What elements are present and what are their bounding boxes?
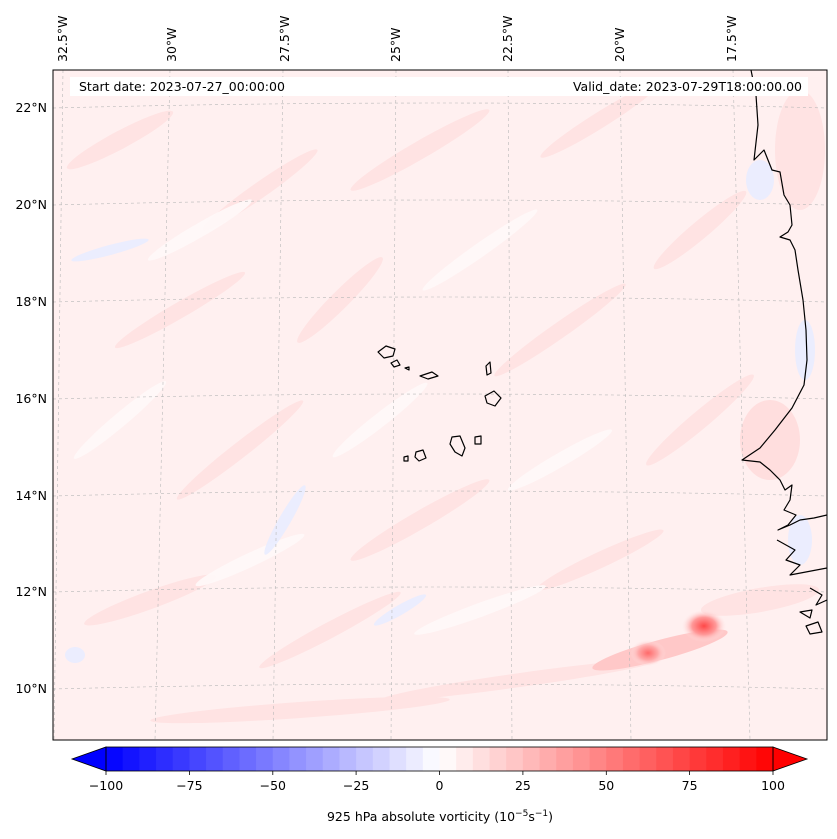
colorbar-step	[456, 747, 474, 771]
map-panel: Start date: 2023-07-27_00:00:00 Valid_da…	[52, 69, 828, 741]
island-brava	[403, 455, 409, 462]
colorbar-step	[722, 747, 741, 771]
colorbar-step	[689, 747, 707, 771]
colorbar-step	[322, 747, 341, 771]
colorbar-min-extend	[70, 746, 107, 772]
colorbar-label: 925 hPa absolute vorticity (10−5s−1)	[327, 809, 553, 824]
colorbar-step	[272, 747, 291, 771]
colorbar-step	[156, 747, 174, 771]
colorbar-step	[622, 747, 641, 771]
island-sao-vicente	[390, 359, 401, 368]
lat-label-18n: 18°N	[15, 294, 47, 309]
cb-tick-label: −75	[176, 778, 202, 793]
map-frame	[52, 69, 828, 741]
colorbar-step	[539, 747, 557, 771]
colorbar-steps	[106, 747, 774, 771]
colorbar-step	[289, 747, 307, 771]
colorbar-step	[556, 747, 574, 771]
header-banner	[70, 77, 808, 96]
lat-label-12n: 12°N	[15, 584, 47, 599]
colorbar-step	[139, 747, 157, 771]
colorbar-step	[206, 747, 224, 771]
lon-label-17-5w: 17.5°W	[724, 16, 739, 62]
gridlines	[52, 69, 828, 741]
colorbar-step	[372, 747, 391, 771]
island-sao-nicolau	[419, 371, 439, 380]
colorbar-step	[606, 747, 624, 771]
lat-label-16n: 16°N	[15, 391, 47, 406]
colorbar-step	[172, 747, 190, 771]
colorbar-step	[189, 747, 207, 771]
colorbar-step	[506, 747, 524, 771]
colorbar-step	[306, 747, 324, 771]
coastline	[377, 70, 827, 635]
cb-tick-label: −25	[343, 778, 369, 793]
cb-tick-label: −100	[89, 778, 123, 793]
island-maio	[474, 435, 482, 445]
colorbar-tick-labels: −100 −75 −50 −25 0 25 50 75 100	[89, 778, 785, 793]
lon-label-22-5w: 22.5°W	[500, 16, 515, 62]
colorbar-step	[739, 747, 757, 771]
cb-tick-label: −50	[260, 778, 286, 793]
lat-label-22n: 22°N	[15, 100, 47, 115]
colorbar-ticks	[105, 771, 774, 775]
colorbar-step	[572, 747, 591, 771]
lon-label-30w: 30°W	[164, 27, 179, 62]
colorbar-step	[756, 747, 774, 771]
colorbar-step	[472, 747, 491, 771]
colorbar-step	[439, 747, 457, 771]
colorbar: −100 −75 −50 −25 0 25 50 75 100 925 hPa …	[70, 746, 809, 824]
cb-tick-label: 100	[761, 778, 785, 793]
colorbar-step	[706, 747, 724, 771]
colorbar-step	[489, 747, 507, 771]
lat-label-20n: 20°N	[15, 197, 47, 212]
longitude-labels: 32.5°W 30°W 27.5°W 25°W 22.5°W 20°W 17.5…	[55, 16, 739, 62]
lon-label-20w: 20°W	[612, 27, 627, 62]
island-santiago	[449, 435, 466, 457]
colorbar-step	[639, 747, 657, 771]
lat-label-10n: 10°N	[15, 681, 47, 696]
colorbar-step	[356, 747, 374, 771]
lon-label-25w: 25°W	[388, 27, 403, 62]
cb-tick-label: 25	[515, 778, 531, 793]
lon-label-27-5w: 27.5°W	[277, 16, 292, 62]
colorbar-step	[522, 747, 541, 771]
cb-tick-label: 0	[436, 778, 444, 793]
lon-label-32-5w: 32.5°W	[55, 16, 70, 62]
colorbar-step	[106, 747, 124, 771]
colorbar-step	[656, 747, 674, 771]
cb-tick-label: 75	[682, 778, 698, 793]
colorbar-step	[389, 747, 407, 771]
colorbar-step	[672, 747, 691, 771]
colorbar-step	[122, 747, 140, 771]
island-sal	[485, 361, 492, 376]
valid-date-label: Valid_date: 2023-07-29T18:00:00.00	[573, 79, 802, 94]
colorbar-step	[256, 747, 274, 771]
colorbar-step	[222, 747, 241, 771]
cb-tick-label: 50	[598, 778, 614, 793]
lat-label-14n: 14°N	[15, 488, 47, 503]
island-santo-antao	[377, 345, 396, 359]
colorbar-step	[422, 747, 441, 771]
island-santa-luzia	[404, 366, 410, 371]
island-boa-vista	[484, 390, 502, 407]
africa-coastline	[741, 70, 827, 531]
colorbar-step	[239, 747, 257, 771]
colorbar-max-extend	[772, 746, 809, 772]
colorbar-step	[406, 747, 424, 771]
vorticity-field	[65, 82, 825, 724]
colorbar-step	[339, 747, 357, 771]
latitude-labels: 22°N 20°N 18°N 16°N 14°N 12°N 10°N	[15, 100, 47, 696]
island-fogo	[414, 449, 427, 462]
colorbar-step	[589, 747, 607, 771]
start-date-label: Start date: 2023-07-27_00:00:00	[79, 79, 285, 94]
